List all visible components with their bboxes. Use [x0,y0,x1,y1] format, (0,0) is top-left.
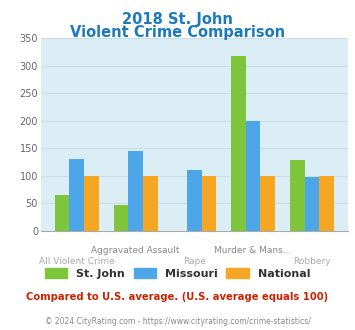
Text: Compared to U.S. average. (U.S. average equals 100): Compared to U.S. average. (U.S. average … [26,292,329,302]
Text: Robbery: Robbery [293,257,331,267]
Bar [261,176,275,231]
Bar [84,176,99,231]
Bar [70,159,84,231]
Bar [55,195,70,231]
Text: 2018 St. John: 2018 St. John [122,12,233,26]
Bar [246,121,261,231]
Bar [187,170,202,231]
Bar [305,177,319,231]
Bar [114,205,128,231]
Bar [128,151,143,231]
Text: All Violent Crime: All Violent Crime [39,257,115,267]
Legend: St. John, Missouri, National: St. John, Missouri, National [42,265,313,282]
Bar [231,55,246,231]
Text: Murder & Mans...: Murder & Mans... [214,247,292,255]
Text: Rape: Rape [183,257,206,267]
Bar [290,160,305,231]
Bar [319,176,334,231]
Text: Aggravated Assault: Aggravated Assault [91,247,180,255]
Text: Violent Crime Comparison: Violent Crime Comparison [70,25,285,40]
Text: © 2024 CityRating.com - https://www.cityrating.com/crime-statistics/: © 2024 CityRating.com - https://www.city… [45,317,310,326]
Bar [143,176,158,231]
Bar [202,176,217,231]
